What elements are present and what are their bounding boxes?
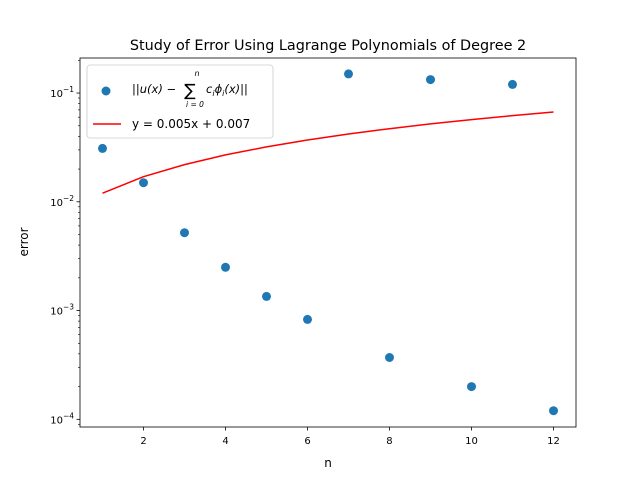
error-point — [180, 228, 189, 238]
error-point — [139, 178, 148, 188]
legend-sum-body: ciϕi(x)|| — [206, 82, 248, 98]
fit-line — [102, 111, 554, 194]
x-axis: 2 4 6 8 10 12 — [140, 427, 560, 447]
legend-sum-upper: n — [194, 69, 199, 78]
y-axis-label: error — [17, 227, 31, 256]
y-tick-label: 10−1 — [50, 85, 74, 100]
plot-area — [98, 69, 558, 416]
legend-box — [86, 64, 274, 139]
legend-term-sub: i — [212, 89, 215, 98]
error-point — [508, 79, 517, 89]
chart-title: Study of Error Using Lagrange Polynomial… — [130, 38, 526, 54]
axes-frame — [79, 57, 577, 428]
legend: ||u(x) − ∑ n i = 0 ciϕi(x)|| y = 0.005x … — [86, 64, 274, 139]
legend-label-scatter: ||u(x) − — [132, 82, 176, 96]
legend-phi-sub: i — [222, 89, 225, 98]
error-point — [262, 291, 271, 301]
x-tick-label: 2 — [140, 436, 146, 447]
x-tick-label: 8 — [386, 436, 392, 447]
x-tick-label: 10 — [465, 436, 478, 447]
error-point — [385, 353, 394, 362]
y-tick-label: 10−4 — [50, 411, 74, 426]
legend-label-line: y = 0.005x + 0.007 — [132, 117, 250, 131]
legend-sum-symbol: ∑ — [184, 81, 196, 101]
y-tick-label: 10−3 — [50, 303, 74, 318]
x-axis-label: n — [324, 456, 332, 470]
error-point — [221, 262, 230, 272]
error-point — [344, 69, 353, 79]
legend-norm-close: (x)|| — [224, 82, 248, 96]
legend-marker-scatter — [101, 86, 111, 96]
x-tick-label: 4 — [222, 436, 228, 447]
y-tick-label: 10−2 — [50, 194, 74, 209]
x-tick-label: 6 — [304, 436, 310, 447]
legend-sum-lower: i = 0 — [186, 100, 204, 109]
legend-norm-open: ||u(x) − — [132, 82, 176, 96]
legend-term: c — [206, 82, 213, 96]
legend-phi: ϕ — [215, 82, 223, 96]
error-point — [303, 314, 312, 324]
y-axis: 10−4 10−3 10−2 10−1 — [50, 60, 80, 426]
error-point — [426, 75, 435, 85]
error-point — [98, 143, 107, 153]
error-point — [467, 382, 476, 392]
error-point — [549, 406, 558, 416]
x-tick-label: 12 — [547, 436, 560, 447]
